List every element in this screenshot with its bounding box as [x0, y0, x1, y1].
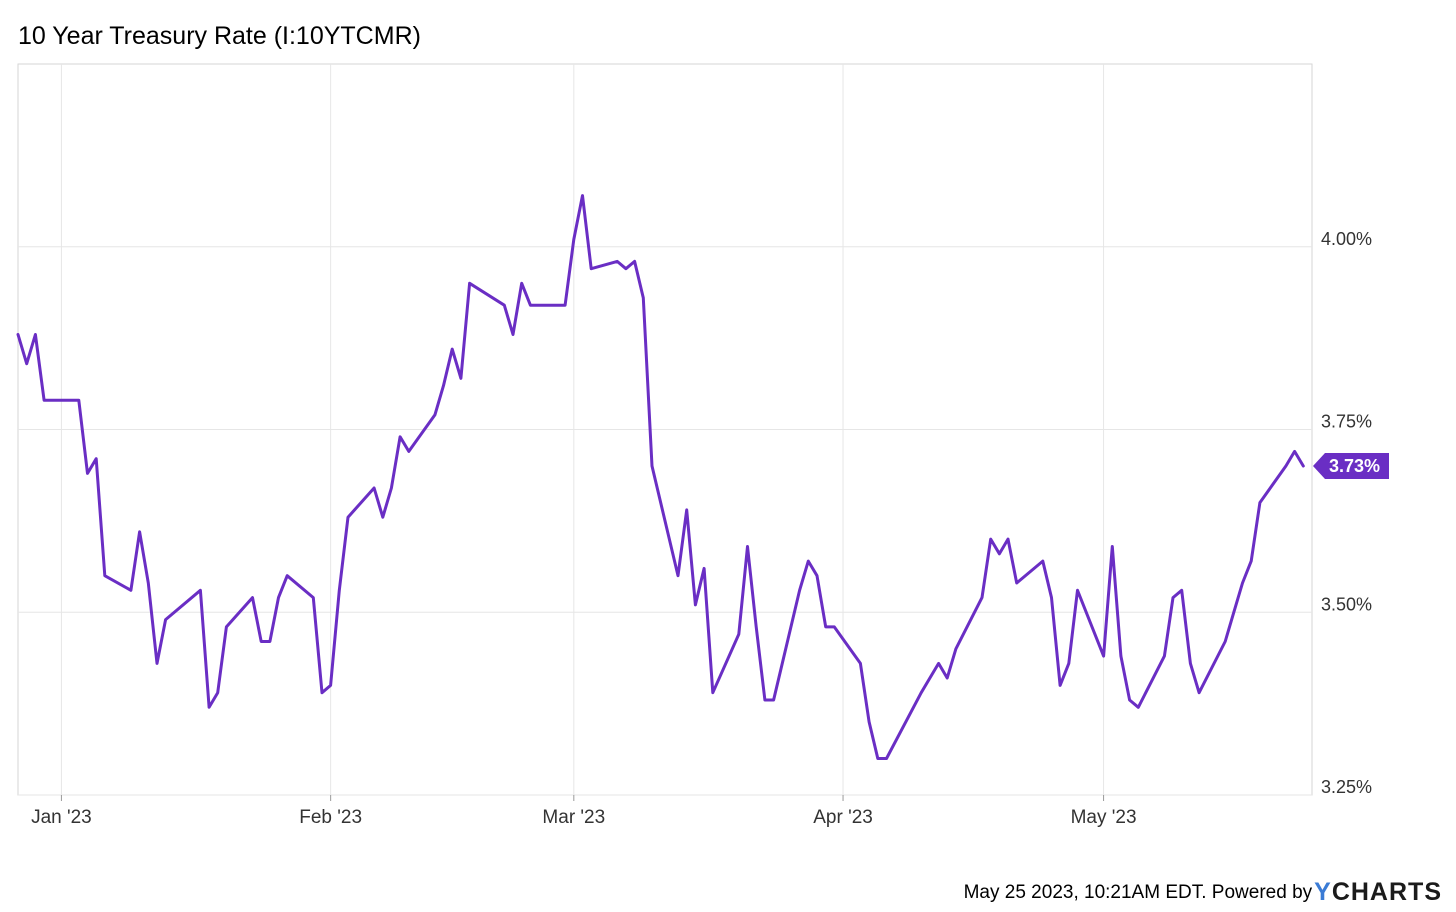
- y-tick-label: 3.75%: [1321, 412, 1372, 432]
- grid-layer: [18, 64, 1312, 796]
- footer-timestamp: May 25 2023, 10:21AM EDT.: [963, 881, 1207, 903]
- footer-powered-by: Powered by: [1211, 881, 1313, 903]
- x-tick-label: May '23: [1071, 807, 1137, 828]
- x-tick-label: Mar '23: [542, 807, 605, 828]
- y-tick-label: 3.50%: [1321, 594, 1372, 614]
- y-tick-label: 4.00%: [1321, 229, 1372, 249]
- series-line-10y-treasury: [16, 194, 1305, 760]
- last-value-flag-bg: [1313, 453, 1389, 480]
- x-tick-label: Apr '23: [813, 807, 873, 828]
- y-tick-label: 3.25%: [1321, 777, 1372, 797]
- x-tick-label: Feb '23: [299, 807, 362, 828]
- ycharts-logo-y: Y: [1314, 878, 1332, 906]
- footer: May 25 2023, 10:21AM EDT. Powered by YCH…: [964, 878, 1442, 907]
- ycharts-logo-text: CHARTS: [1331, 878, 1442, 906]
- x-tick-label: Jan '23: [31, 807, 92, 828]
- ycharts-logo[interactable]: YCHARTS: [1314, 878, 1442, 907]
- last-value-label: 3.73%: [1329, 456, 1380, 476]
- chart-title: 10 Year Treasury Rate (I:10YTCMR): [18, 22, 421, 50]
- tick-layer: 3.25% 3.50% 3.75% 4.00% Jan '23 Feb '23 Mar '2…: [31, 229, 1372, 828]
- last-value-flag: 3.73%: [1313, 453, 1389, 480]
